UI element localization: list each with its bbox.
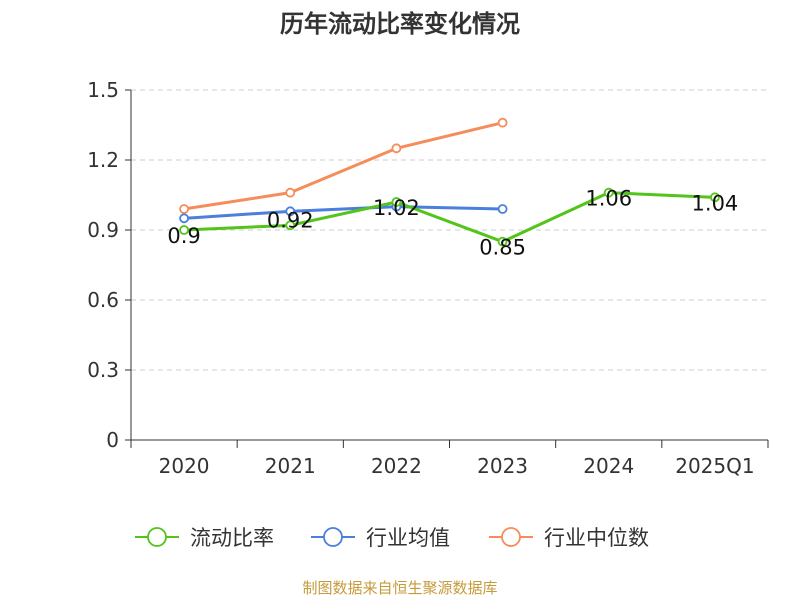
data-label: 0.92 — [267, 208, 314, 232]
x-tick-label: 2020 — [159, 454, 210, 478]
y-tick-label: 0.6 — [87, 288, 119, 312]
x-tick-label: 2024 — [583, 454, 634, 478]
data-point — [497, 236, 508, 247]
legend-item-2: 行业中位数 — [489, 526, 649, 550]
y-tick-label: 1.5 — [87, 78, 119, 102]
grid-lines — [131, 89, 768, 371]
data-point — [497, 117, 508, 128]
data-point — [179, 225, 189, 235]
y-tick-label: 0.9 — [87, 218, 119, 242]
x-tick-label: 2022 — [371, 454, 422, 478]
data-point — [285, 187, 296, 198]
data-label: 0.85 — [479, 236, 526, 260]
data-point — [603, 187, 614, 198]
series-line-2 — [183, 121, 503, 211]
data-label: 1.02 — [373, 196, 420, 220]
data-label: 1.04 — [692, 191, 739, 215]
legend-item-0: 流动比率 — [135, 526, 274, 550]
source-note: 制图数据来自恒生聚源数据库 — [302, 579, 498, 597]
data-point — [285, 220, 296, 231]
series-line-0 — [184, 191, 715, 244]
legend: 流动比率 行业均值 行业中位数 — [135, 526, 649, 550]
chart-title: 历年流动比率变化情况 — [280, 10, 520, 38]
y-tick-label: 1.2 — [87, 148, 119, 172]
legend-label: 流动比率 — [190, 526, 274, 550]
data-point — [497, 204, 508, 214]
data-point — [710, 192, 720, 203]
x-tick-label: 2021 — [265, 454, 316, 478]
legend-marker — [147, 527, 167, 547]
axes: 0 0.3 0.6 0.9 1.2 1.5 2020 2021 2022 2023 2024 2025… — [87, 78, 769, 478]
data-point — [285, 206, 296, 217]
series-line-1 — [183, 205, 503, 220]
data-label: 1.06 — [585, 187, 632, 211]
legend-marker — [323, 527, 343, 547]
data-point — [179, 204, 189, 214]
data-label: 0.9 — [167, 224, 200, 248]
y-tick-label: 0.3 — [87, 358, 119, 382]
legend-label: 行业均值 — [366, 526, 450, 550]
data-labels: 0.9 0.92 1.02 0.85 1.06 1.04 — [167, 187, 738, 260]
data-point — [391, 143, 402, 154]
data-point — [391, 197, 402, 207]
y-tick-label: 0 — [106, 428, 119, 452]
x-tick-label: 2025Q1 — [675, 454, 754, 478]
series-lines — [179, 117, 720, 247]
x-tick-label: 2023 — [477, 454, 528, 478]
legend-marker — [501, 527, 521, 547]
legend-item-1: 行业均值 — [311, 526, 450, 550]
data-point — [179, 213, 189, 224]
legend-label: 行业中位数 — [544, 526, 649, 550]
